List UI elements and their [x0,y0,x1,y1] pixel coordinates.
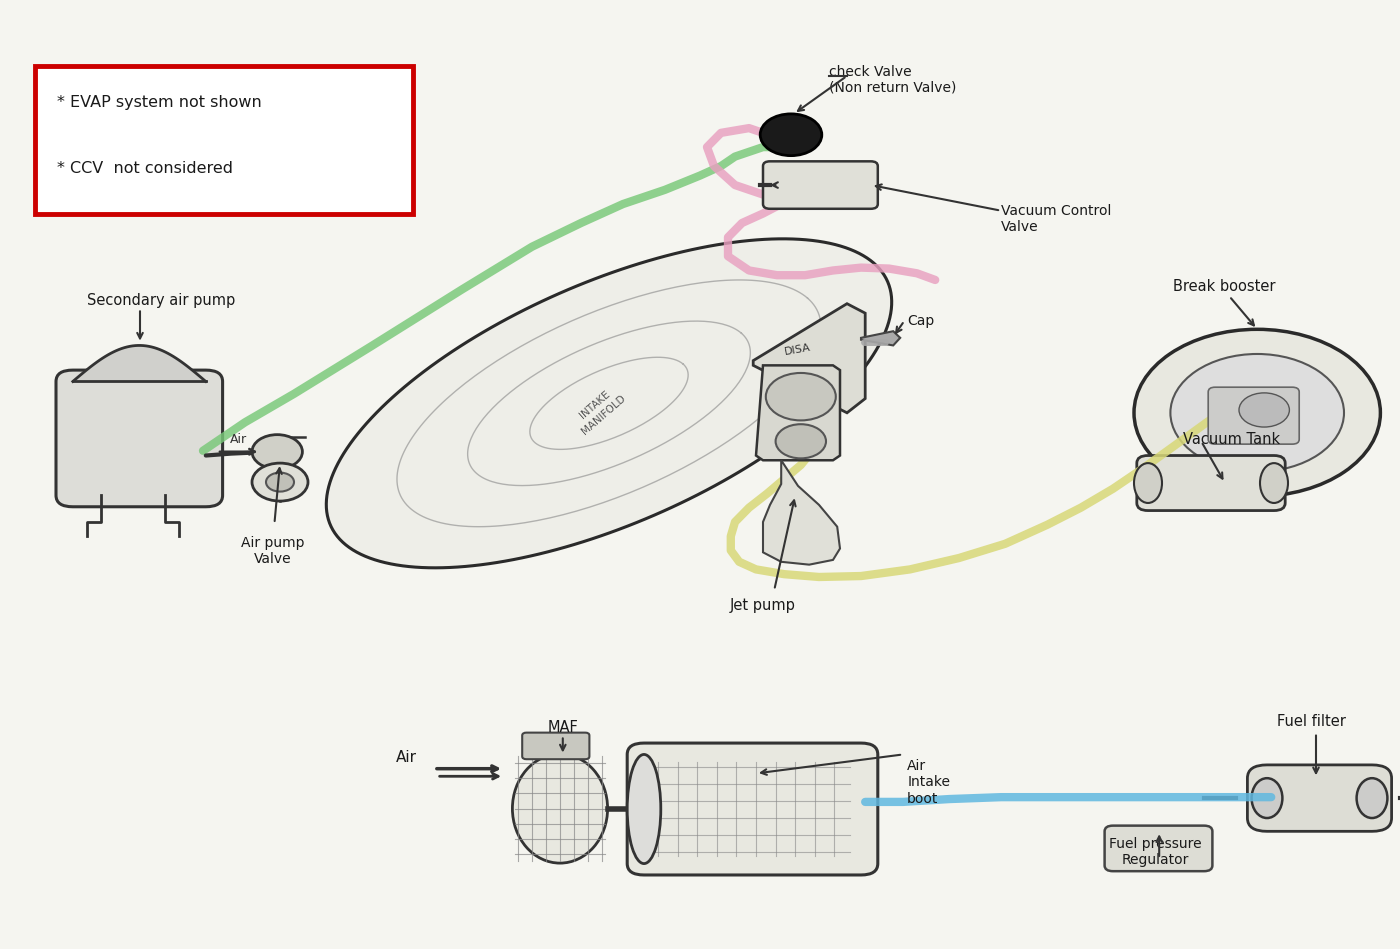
Text: INTAKE
MANIFOLD: INTAKE MANIFOLD [571,383,627,437]
Text: * CCV  not considered: * CCV not considered [57,161,234,177]
Ellipse shape [512,754,608,864]
Text: Jet pump: Jet pump [729,598,797,613]
Text: Air: Air [395,750,417,765]
Ellipse shape [1260,463,1288,503]
Circle shape [760,114,822,156]
Text: Air pump
Valve: Air pump Valve [241,536,305,567]
Polygon shape [861,331,900,345]
Circle shape [766,373,836,420]
Text: Air
Intake
boot: Air Intake boot [907,759,951,806]
Ellipse shape [1252,778,1282,818]
FancyBboxPatch shape [1247,765,1392,831]
Text: MAF: MAF [547,720,578,735]
Text: Break booster: Break booster [1173,279,1275,294]
Text: * EVAP system not shown: * EVAP system not shown [57,95,262,110]
FancyBboxPatch shape [1137,456,1285,511]
FancyBboxPatch shape [56,370,223,507]
FancyBboxPatch shape [1105,826,1212,871]
Circle shape [1170,354,1344,472]
Text: DISA: DISA [784,342,812,357]
Circle shape [1239,393,1289,427]
Text: Fuel pressure
Regulator: Fuel pressure Regulator [1109,837,1201,867]
Polygon shape [756,365,840,460]
Text: Vacuum Control
Valve: Vacuum Control Valve [1001,204,1112,234]
Ellipse shape [1357,778,1387,818]
Polygon shape [326,239,892,568]
Polygon shape [763,460,840,565]
Text: check Valve
(Non return Valve): check Valve (Non return Valve) [829,65,956,95]
FancyBboxPatch shape [627,743,878,875]
Circle shape [252,435,302,469]
Circle shape [266,473,294,492]
Circle shape [776,424,826,458]
Text: Cap: Cap [907,314,934,327]
Ellipse shape [627,754,661,864]
FancyBboxPatch shape [763,161,878,209]
Polygon shape [753,304,865,413]
Text: Secondary air pump: Secondary air pump [87,293,235,308]
Ellipse shape [1134,463,1162,503]
Text: Air: Air [230,433,246,446]
Circle shape [252,463,308,501]
Circle shape [1134,329,1380,496]
Text: Vacuum Tank: Vacuum Tank [1183,432,1280,447]
FancyBboxPatch shape [35,66,413,214]
FancyBboxPatch shape [1208,387,1299,444]
FancyBboxPatch shape [522,733,589,759]
Text: Fuel filter: Fuel filter [1277,714,1345,729]
